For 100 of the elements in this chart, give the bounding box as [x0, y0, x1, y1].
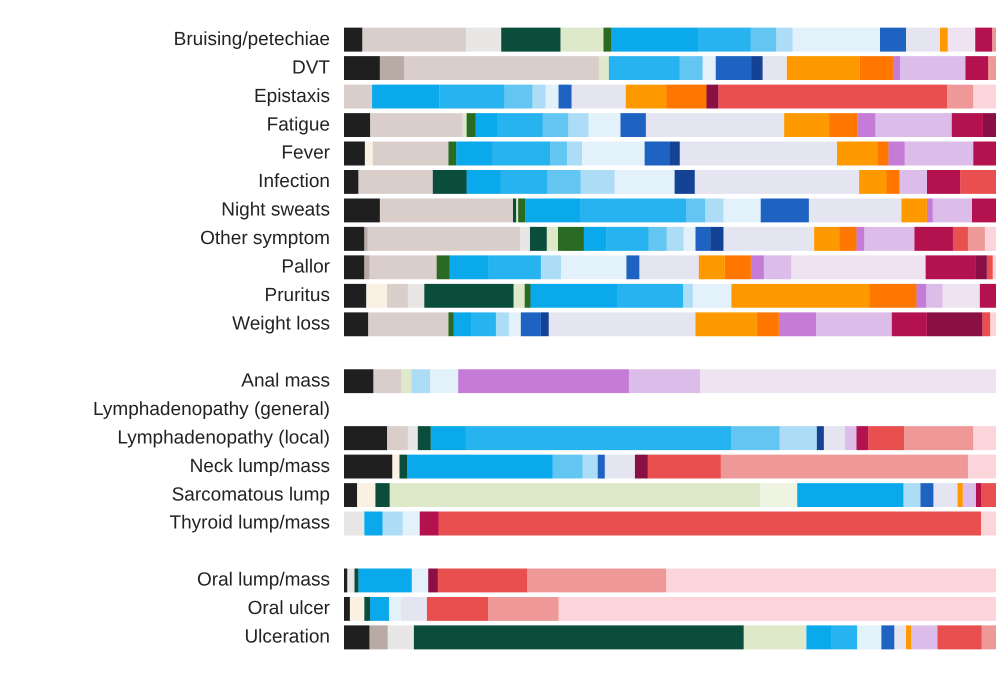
bar — [760, 483, 798, 508]
bar — [364, 596, 370, 621]
bar — [666, 568, 996, 592]
bar — [880, 28, 906, 52]
bar — [700, 369, 996, 394]
bar — [750, 28, 776, 52]
bar — [436, 255, 450, 280]
bar — [982, 625, 996, 650]
bar — [504, 84, 532, 109]
bar — [527, 568, 666, 592]
bar — [392, 454, 400, 479]
bar — [354, 568, 358, 592]
bar — [430, 426, 466, 450]
bar — [992, 28, 996, 52]
bar — [859, 170, 886, 194]
bar — [906, 28, 940, 52]
bar — [674, 170, 695, 194]
bar — [344, 170, 358, 194]
bar — [695, 312, 757, 336]
bar — [369, 625, 388, 650]
bar — [808, 198, 902, 222]
bar — [476, 113, 498, 137]
bar — [756, 312, 779, 336]
bar — [375, 483, 390, 508]
bar — [611, 28, 699, 52]
bar — [762, 56, 787, 80]
bar — [448, 312, 454, 336]
bar — [926, 255, 976, 280]
y-tick-label: Fatigue — [266, 114, 330, 136]
bar — [430, 369, 458, 394]
bar — [806, 625, 832, 650]
bar — [438, 512, 982, 536]
bar — [875, 113, 952, 137]
bar — [364, 226, 368, 251]
bar — [466, 426, 732, 450]
bar — [870, 284, 916, 308]
bar — [926, 170, 960, 194]
bar — [344, 255, 364, 280]
y-tick-label: DVT — [292, 57, 330, 78]
bar — [380, 198, 513, 222]
y-tick-label: Neck lump/mass — [190, 456, 330, 477]
bar — [868, 426, 904, 450]
bar — [710, 226, 724, 251]
y-tick-label: Oral lump/mass — [196, 570, 330, 591]
bar — [411, 369, 430, 394]
bar — [639, 255, 699, 280]
bar — [606, 226, 648, 251]
bar — [428, 568, 438, 592]
bar — [508, 312, 521, 336]
bar — [344, 312, 368, 336]
bar — [472, 312, 496, 336]
bar — [864, 226, 914, 251]
bar — [814, 226, 840, 251]
bar — [981, 512, 996, 536]
bar — [350, 596, 364, 621]
bar — [947, 84, 974, 109]
bar — [816, 312, 892, 336]
bar — [982, 312, 990, 336]
bar — [760, 198, 809, 222]
bar — [648, 226, 667, 251]
bar — [580, 170, 615, 194]
bar — [881, 625, 894, 650]
bar — [926, 284, 943, 308]
bar — [670, 142, 680, 166]
bar — [420, 512, 439, 536]
y-tick-label: Infection — [258, 171, 330, 192]
bar — [344, 483, 358, 508]
bar — [370, 596, 389, 621]
bar — [424, 284, 514, 308]
bar — [705, 198, 724, 222]
bar — [844, 426, 856, 450]
bar — [975, 28, 992, 52]
bar — [373, 369, 402, 394]
bar — [438, 568, 528, 592]
bar — [973, 84, 996, 109]
y-tick-label: Bruising/petechiae — [174, 28, 330, 50]
bar — [968, 454, 996, 479]
y-tick-label: Fever — [281, 142, 331, 164]
bar — [492, 142, 550, 166]
bar — [369, 255, 437, 280]
bar — [666, 84, 707, 109]
bar — [426, 596, 488, 621]
bar — [981, 483, 996, 508]
bar — [558, 84, 572, 109]
bar — [965, 56, 988, 80]
bar — [366, 284, 388, 308]
bar — [546, 226, 558, 251]
bar — [926, 312, 982, 336]
bar — [764, 255, 792, 280]
bar — [626, 84, 666, 109]
bar — [466, 113, 476, 137]
bar — [418, 426, 431, 450]
bar — [797, 483, 904, 508]
bar — [496, 312, 509, 336]
bar — [976, 483, 982, 508]
bar — [344, 226, 364, 251]
bar — [716, 56, 752, 80]
bar — [344, 454, 392, 479]
bar — [904, 142, 974, 166]
bar — [439, 84, 504, 109]
